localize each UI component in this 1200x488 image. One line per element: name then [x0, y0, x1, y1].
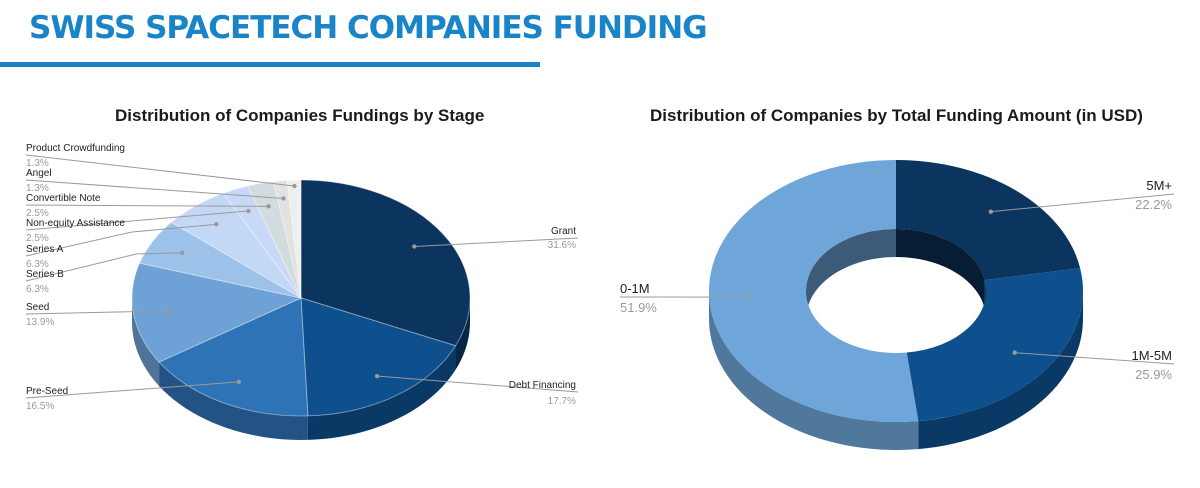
slice-non-equity-assistance [222, 185, 302, 299]
leader-line-pre-seed [25, 381, 239, 399]
label-debt-financing: Debt Financing [509, 380, 576, 391]
percent-1m-5m: 25.9% [1135, 367, 1172, 382]
percent-angel: 1.3% [26, 183, 49, 194]
label-grant: Grant [551, 226, 576, 237]
percent-series-b: 6.3% [26, 284, 49, 295]
percent-0-1m: 51.9% [620, 300, 657, 315]
label-angel: Angel [26, 168, 52, 179]
leader-dot-pre-seed [236, 379, 242, 385]
percent-seed: 13.9% [26, 317, 54, 328]
leader-dot-1m-5m [1012, 350, 1017, 355]
leader-line-series-b [25, 252, 183, 282]
slice-0-1m [709, 160, 919, 422]
leader-line-seed [25, 310, 168, 315]
leader-dot-grant [412, 244, 417, 249]
pie-side-walls [132, 298, 470, 440]
label-series-a: Series A [26, 244, 64, 255]
leader-dot-series-b [180, 250, 185, 256]
pie-top-faces [709, 160, 1083, 422]
outer-wall-1m-5m [918, 291, 1083, 450]
percent-product-crowdfunding: 1.3% [26, 158, 49, 169]
leader-dot-5m [988, 209, 994, 214]
label-non-equity-assistance: Non-equity Assistance [26, 218, 125, 229]
label-seed: Seed [26, 302, 49, 313]
outer-wall-debt-financing [307, 345, 456, 440]
leader-dot-angel [281, 196, 286, 201]
amount-chart-title: Distribution of Companies by Total Fundi… [650, 106, 1143, 125]
label-0-1m: 0-1M [620, 281, 650, 296]
percent-debt-financing: 17.7% [548, 396, 576, 407]
inner-wall-5m [896, 229, 985, 309]
slice-1m-5m [906, 268, 1083, 422]
leader-dot-0-1m [746, 294, 751, 300]
leader-dot-series-a [214, 222, 219, 227]
label-1m-5m: 1M-5M [1132, 348, 1172, 363]
leader-line-non-equity-assistance [25, 210, 249, 231]
title-underline [0, 62, 540, 67]
leader-line-grant [414, 237, 579, 247]
leader-dot-seed [164, 308, 170, 314]
pie-side-walls [709, 229, 1083, 450]
label-pre-seed: Pre-Seed [26, 386, 68, 397]
percent-convertible-note: 2.5% [26, 208, 49, 219]
pie-top-faces [131, 179, 471, 417]
percent-non-equity-assistance: 2.5% [26, 233, 49, 244]
amount-donut-chart: 5M+ 22.2% 1M-5M 25.9% 0-1M 51.9% [619, 160, 1175, 450]
inner-wall-0-1m [806, 229, 896, 319]
slice-pre-seed [158, 297, 309, 417]
leader-line-1m-5m [1014, 352, 1175, 365]
leader-line-product-crowdfunding [25, 154, 295, 187]
leader-dot-product-crowdfunding [292, 183, 297, 189]
page-title: SWISS SPACETECH COMPANIES FUNDING [29, 10, 708, 46]
slice-5m [896, 160, 1081, 281]
percent-pre-seed: 16.5% [26, 401, 54, 412]
leader-line-5m [990, 193, 1175, 213]
outer-wall-0-1m [709, 291, 919, 450]
slice-product-crowdfunding [286, 179, 302, 299]
slice-grant [300, 179, 471, 347]
slice-convertible-note [246, 181, 302, 299]
label-convertible-note: Convertible Note [26, 193, 101, 204]
label-5m: 5M+ [1146, 178, 1172, 193]
leader-line-debt-financing [377, 375, 579, 393]
percent-5m: 22.2% [1135, 197, 1172, 212]
outer-wall-seed [132, 298, 160, 387]
label-product-crowdfunding: Product Crowdfunding [26, 143, 125, 154]
leader-line-series-a [25, 223, 217, 257]
leader-dot-convertible-note [266, 204, 271, 209]
percent-grant: 31.6% [548, 240, 576, 251]
leader-dot-debt-financing [374, 373, 380, 379]
leader-line-convertible-note [25, 204, 269, 207]
leader-line-angel [25, 179, 284, 199]
stage-pie-chart: Grant 31.6% Debt Financing 17.7% Pre-Seed 16.… [25, 143, 579, 440]
stage-chart-title: Distribution of Companies Fundings by St… [115, 106, 485, 125]
percent-series-a: 6.3% [26, 259, 49, 270]
leader-dot-non-equity-assistance [246, 208, 251, 214]
pie-label-group: Grant 31.6% Debt Financing 17.7% Pre-Seed 16.… [25, 143, 579, 412]
slice-seed [131, 262, 303, 363]
pie-label-group: 5M+ 22.2% 1M-5M 25.9% 0-1M 51.9% [619, 178, 1175, 382]
slice-angel [272, 179, 302, 299]
label-series-b: Series B [26, 269, 64, 280]
outer-wall-grant [455, 298, 470, 370]
slice-series-b [138, 221, 302, 299]
outer-wall-pre-seed [159, 362, 308, 440]
slice-debt-financing [300, 297, 457, 417]
